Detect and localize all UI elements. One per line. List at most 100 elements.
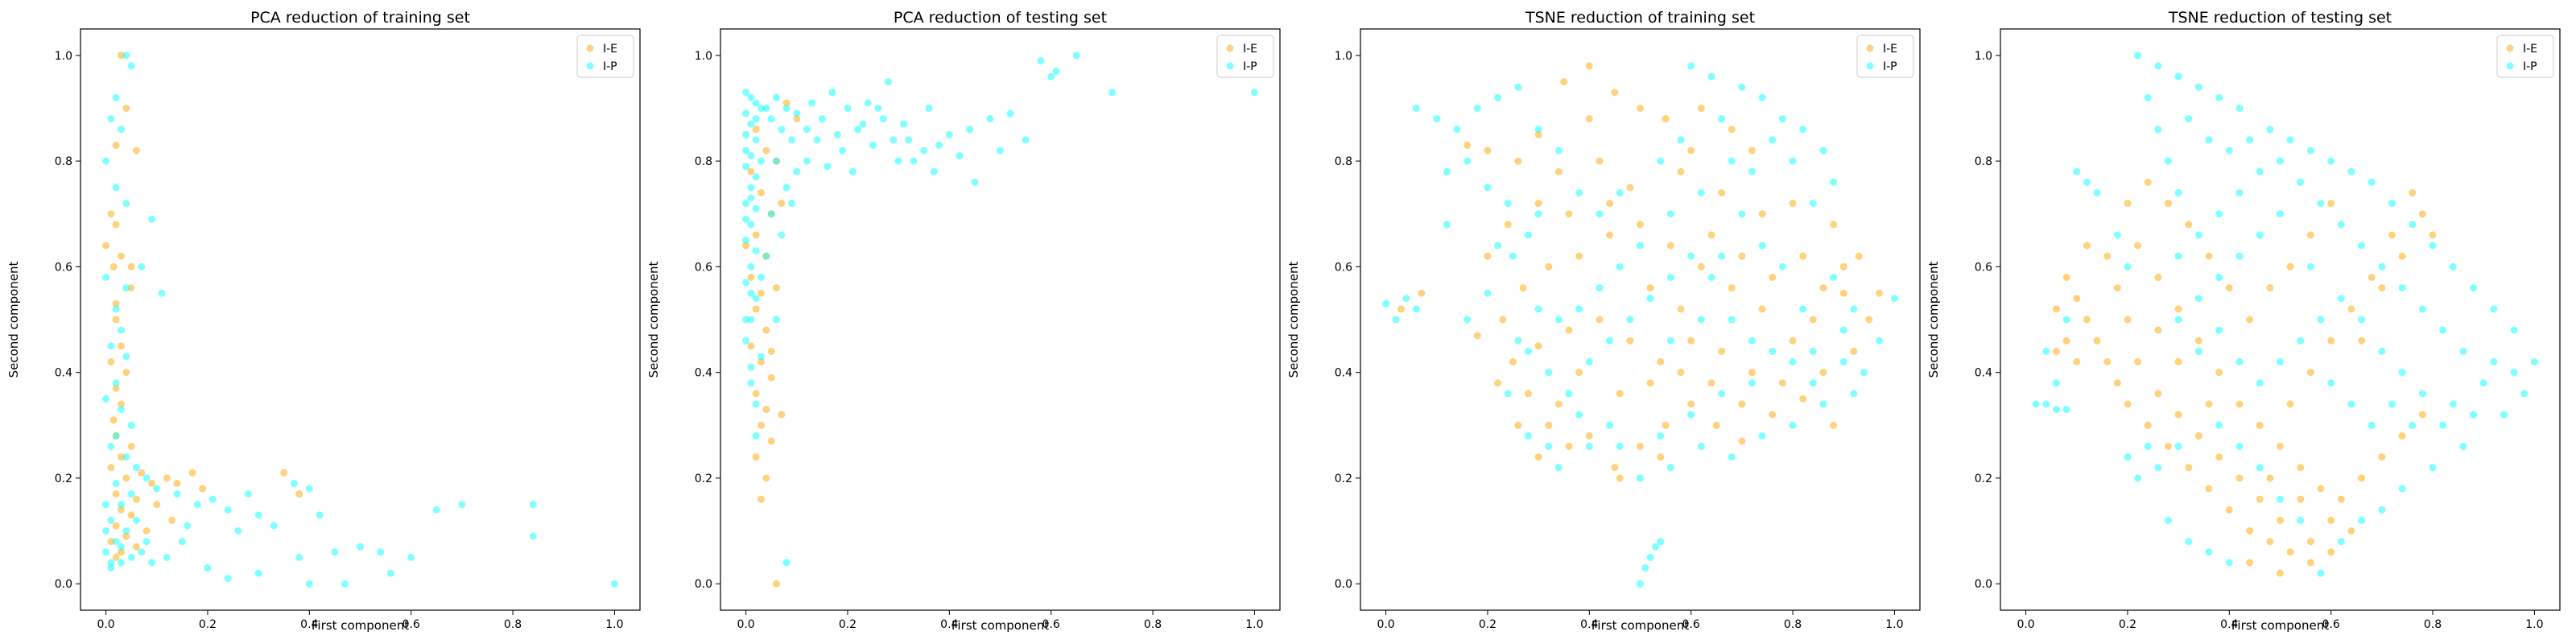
data-point [793,109,801,118]
data-point [295,490,303,498]
data-point [1718,115,1726,123]
legend-label: I-P [1883,60,1897,73]
data-point [2134,52,2142,60]
data-point [1677,369,1685,377]
data-point [1830,178,1838,186]
data-point [1697,443,1705,450]
data-point [752,247,760,255]
data-point [2256,379,2264,387]
data-point [122,527,130,535]
data-point [864,99,872,107]
data-point [1418,289,1426,297]
data-point [813,136,821,144]
data-point [1738,252,1746,260]
data-point [193,501,201,509]
data-point [102,548,110,556]
data-point [107,538,115,546]
data-point [2053,347,2060,355]
data-point [1707,379,1715,387]
data-point [1554,167,1563,175]
data-point [2225,506,2233,514]
legend: I-E I-P [1856,35,1914,78]
data-point [118,506,125,514]
data-point [1504,390,1512,398]
y-axis-label: Second component [1286,261,1301,378]
data-point [1809,347,1817,355]
data-point [782,184,791,192]
legend-marker [586,62,594,70]
legend-marker [1226,62,1234,70]
data-point [1718,347,1726,355]
data-point [752,400,760,408]
data-point [1484,289,1492,297]
data-point [1666,464,1674,472]
data-point [1876,289,1883,297]
data-point [778,200,786,208]
data-point [2062,316,2070,324]
data-point [2398,485,2406,493]
data-point [2306,559,2314,567]
data-point [2165,200,2172,208]
data-point [1830,221,1838,229]
data-point [1585,115,1593,123]
data-point [778,231,786,239]
data-point [808,99,816,107]
data-point [102,501,110,509]
chart-title: TSNE reduction of testing set [2168,9,2392,27]
data-point [1565,443,1573,450]
data-point [1819,284,1827,292]
data-point [762,105,770,112]
data-point [127,443,135,450]
x-tick-label: 0.4 [1580,618,1598,631]
legend-marker [2506,62,2514,70]
data-point [1748,379,1756,387]
data-point [127,553,135,561]
data-point [848,167,857,175]
data-point [874,105,882,112]
data-point [107,464,115,472]
data-point [2073,167,2081,175]
data-point [758,421,765,429]
data-point [118,326,125,334]
data-point [2215,210,2223,218]
data-point [245,490,252,498]
x-tick-label: 0.6 [2322,618,2340,631]
data-point [1554,464,1563,472]
data-point [1738,83,1746,91]
data-point [1799,252,1807,260]
data-point [107,564,115,572]
data-point [173,480,181,487]
data-point [2409,189,2417,196]
data-point [2144,93,2152,101]
chart-title: PCA reduction of training set [250,9,470,27]
point-layer [2032,52,2538,577]
data-point [163,553,171,561]
data-point [742,147,750,155]
data-point [1534,453,1542,461]
data-point [997,147,1004,155]
chart-panel: PCA reduction of testing set 0.0 0.2 0.4 0.6… [646,9,1281,633]
data-point [788,136,795,144]
data-point [158,289,166,297]
data-point [2418,390,2426,398]
data-point [112,522,120,530]
data-point [782,105,791,112]
data-point [2306,147,2314,155]
data-point [133,516,140,524]
data-point [2277,210,2284,218]
data-point [758,353,765,361]
data-point [199,485,207,493]
data-point [1819,147,1827,155]
data-point [1250,89,1258,97]
data-point [1626,336,1634,345]
data-point [1865,316,1873,324]
data-point [2286,136,2294,144]
legend-marker [2506,44,2514,52]
data-point [2235,189,2244,196]
data-point [1637,221,1644,229]
data-point [2174,316,2182,324]
legend: I-E I-P [1216,35,1274,78]
data-point [1890,295,1898,303]
data-point [1616,474,1624,482]
data-point [2337,495,2345,503]
